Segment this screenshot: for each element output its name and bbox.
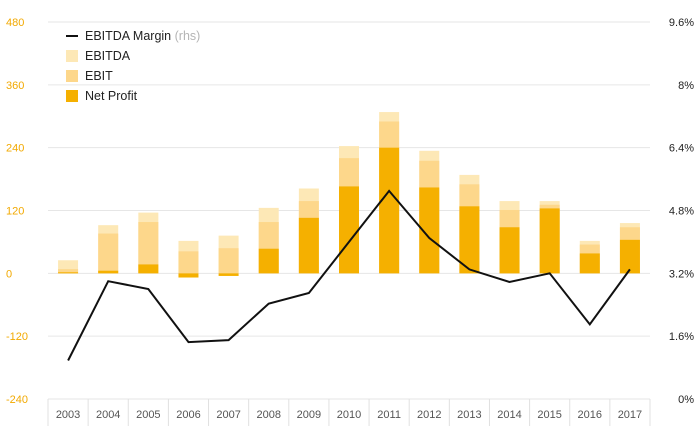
net-profit-bar	[138, 264, 159, 274]
net-profit-bar	[459, 206, 480, 274]
legend-layer: EBITDA Margin (rhs) EBITDA EBIT Net Profit	[66, 29, 200, 103]
y-left-tick-label: 480	[6, 17, 24, 29]
net-profit-bar	[499, 227, 520, 274]
axis-layer: 480 9.6% 360 8% 240 6.4% 120 4.8% 0 3.2% -120 1.6% -…	[6, 17, 694, 426]
y-right-tick-label: 3.2%	[669, 268, 694, 280]
legend-label: EBITDA	[85, 49, 131, 63]
y-right-tick-label: 6.4%	[669, 143, 694, 155]
legend-color-swatch	[66, 90, 78, 102]
legend-label: Net Profit	[85, 89, 138, 103]
x-tick-label: 2014	[497, 409, 521, 421]
ebit-bar	[178, 251, 199, 274]
y-left-tick-label: 240	[6, 143, 24, 155]
legend-label-suffix: (rhs)	[171, 29, 200, 43]
x-tick-label: 2005	[136, 409, 160, 421]
line-layer	[67, 189, 631, 361]
legend-item: EBIT	[66, 69, 113, 83]
ebit-bar	[138, 222, 159, 274]
net-profit-bar	[178, 273, 199, 278]
y-right-tick-label: 8%	[678, 80, 694, 92]
ebitda-margin-line	[67, 189, 631, 361]
net-profit-bar	[218, 273, 239, 276]
legend-color-swatch	[66, 70, 78, 82]
y-left-tick-label: 360	[6, 80, 24, 92]
x-tick-label: 2011	[377, 409, 401, 421]
net-profit-bar	[419, 187, 440, 274]
x-tick-label: 2009	[297, 409, 321, 421]
y-left-tick-label: 120	[6, 206, 24, 218]
net-profit-bar	[298, 217, 319, 274]
net-profit-bar	[58, 272, 79, 274]
y-right-tick-label: 0%	[678, 394, 694, 406]
legend-label: EBITDA Margin (rhs)	[85, 29, 200, 43]
x-tick-label: 2017	[618, 409, 642, 421]
y-right-tick-label: 1.6%	[669, 331, 694, 343]
bars-layer	[58, 112, 640, 278]
y-right-tick-label: 4.8%	[669, 206, 694, 218]
x-tick-label: 2006	[176, 409, 200, 421]
ebit-bar	[58, 269, 79, 274]
y-left-tick-label: 0	[6, 268, 12, 280]
legend-color-swatch	[66, 50, 78, 62]
legend-label: EBIT	[85, 69, 113, 83]
y-left-tick-label: -240	[6, 394, 28, 406]
x-tick-label: 2012	[417, 409, 441, 421]
net-profit-bar	[339, 186, 359, 274]
x-tick-label: 2013	[457, 409, 481, 421]
net-profit-bar	[98, 270, 119, 274]
net-profit-bar	[579, 253, 600, 274]
y-left-tick-label: -120	[6, 331, 28, 343]
net-profit-bar	[258, 248, 279, 274]
legend-item: Net Profit	[66, 89, 138, 103]
y-right-tick-label: 9.6%	[669, 17, 694, 29]
x-tick-label: 2015	[537, 409, 561, 421]
ebit-bar	[98, 233, 119, 274]
legend-item: EBITDA Margin (rhs)	[66, 29, 200, 43]
net-profit-bar	[619, 239, 640, 274]
x-tick-label: 2004	[96, 409, 120, 421]
x-tick-label: 2008	[256, 409, 280, 421]
net-profit-bar	[379, 147, 400, 274]
x-tick-label: 2010	[337, 409, 361, 421]
x-tick-label: 2016	[578, 409, 602, 421]
x-tick-label: 2003	[56, 409, 80, 421]
legend-item: EBITDA	[66, 49, 131, 63]
x-tick-label: 2007	[216, 409, 240, 421]
ebit-bar	[218, 248, 239, 274]
net-profit-bar	[539, 208, 560, 274]
